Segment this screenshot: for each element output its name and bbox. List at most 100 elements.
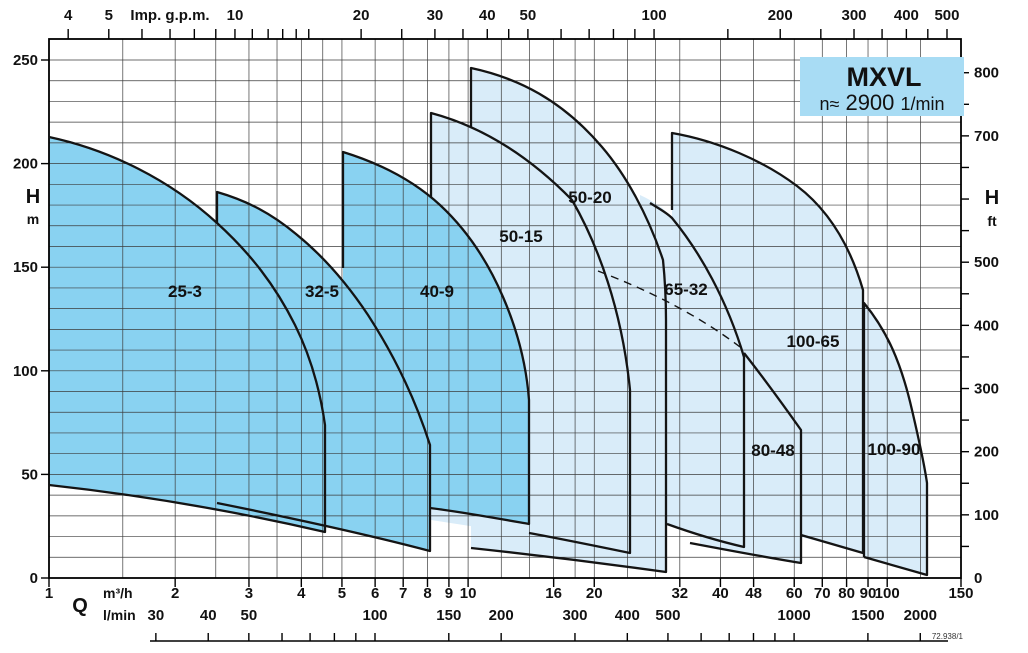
right-tick-label: 400	[974, 317, 999, 334]
bottom-tick-label: 2	[171, 585, 179, 602]
envelope-label-100-65: 100-65	[787, 332, 840, 351]
left-tick-label: 50	[21, 466, 38, 483]
envelope-outline-32-5	[215, 190, 432, 553]
envelope-label-25-3: 25-3	[168, 282, 202, 301]
top-tick-label: 20	[353, 7, 370, 24]
bottom-tick-label: 70	[814, 585, 831, 602]
lmin-tick-label: 300	[562, 607, 587, 624]
bottom-tick-label: 100	[875, 585, 900, 602]
bottom-axis-unit-lmin: l/min	[103, 607, 136, 623]
envelope-label-32-5: 32-5	[305, 282, 339, 301]
right-tick-label: 800	[974, 65, 999, 82]
bottom-tick-label: 9	[445, 585, 453, 602]
top-tick-label: 400	[894, 7, 919, 24]
left-tick-label: 200	[13, 156, 38, 173]
lmin-tick-label: 2000	[904, 607, 937, 624]
bottom-tick-label: 150	[948, 585, 973, 602]
bottom-tick-label: 40	[712, 585, 729, 602]
lmin-tick-label: 1500	[851, 607, 884, 624]
envelope-outline-50-20	[469, 66, 668, 574]
bottom-tick-label: 90	[860, 585, 877, 602]
envelope-outline-25-3	[48, 135, 327, 534]
bottom-tick-label: 16	[545, 585, 562, 602]
envelope-outline-65-32	[649, 202, 746, 549]
lmin-tick-label: 30	[148, 607, 165, 624]
envelope-outline-100-65	[670, 131, 865, 555]
dashed-boundary-line	[597, 270, 741, 348]
top-tick-label: 10	[227, 7, 244, 24]
bottom-tick-label: 1	[45, 585, 53, 602]
envelope-label-100-90: 100-90	[868, 440, 921, 459]
top-tick-label: 5	[105, 7, 113, 24]
envelope-label-80-48: 80-48	[751, 441, 794, 460]
top-tick-label: 50	[520, 7, 537, 24]
envelope-labels-layer: 100-90 100-65 80-48 65-32 50-20 50-15 40-9 32-5…	[168, 188, 920, 460]
bottom-tick-label: 7	[399, 585, 407, 602]
left-tick-label: 250	[13, 52, 38, 69]
envelope-outline-100-90	[862, 301, 929, 577]
title-speed: n≈ 2900 1/min	[819, 90, 944, 115]
doc-number: 72.938/1	[932, 632, 964, 641]
bottom-tick-label: 5	[338, 585, 346, 602]
left-axis-symbol: H	[26, 186, 40, 208]
bottom-tick-label: 6	[371, 585, 379, 602]
grid-layer	[49, 39, 961, 578]
top-tick-label: 300	[841, 7, 866, 24]
plot-border-layer	[48, 38, 962, 579]
bottom-tick-label: 3	[245, 585, 253, 602]
top-tick-label: 200	[768, 7, 793, 24]
envelope-label-50-15: 50-15	[499, 227, 542, 246]
right-tick-label: 700	[974, 128, 999, 145]
right-tick-label: 200	[974, 444, 999, 461]
bottom-tick-label: 20	[586, 585, 603, 602]
lmin-tick-label: 50	[240, 607, 257, 624]
envelope-outline-80-48	[689, 352, 803, 565]
bottom-axis-unit-m3h: m³/h	[103, 585, 133, 601]
lmin-tick-label: 400	[615, 607, 640, 624]
plot-border	[48, 38, 962, 579]
top-tick-label: 500	[934, 7, 959, 24]
top-tick-label: 30	[427, 7, 444, 24]
envelope-label-40-9: 40-9	[420, 282, 454, 301]
left-tick-label: 150	[13, 259, 38, 276]
right-axis-unit: ft	[987, 213, 997, 229]
bottom-tick-label: 48	[745, 585, 762, 602]
lmin-tick-label: 1000	[777, 607, 810, 624]
title-model: MXVL	[846, 62, 921, 92]
title-box: MXVL n≈ 2900 1/min	[800, 57, 964, 116]
left-tick-label: 0	[30, 570, 38, 587]
envelope-fill-25-3	[49, 137, 325, 532]
envelope-strokes-layer	[48, 66, 929, 577]
lmin-tick-label: 150	[436, 607, 461, 624]
lmin-tick-label: 40	[200, 607, 217, 624]
bottom-tick-label: 8	[423, 585, 431, 602]
lmin-tick-label: 200	[489, 607, 514, 624]
grid-lines	[49, 39, 961, 578]
bottom-tick-label: 10	[460, 585, 477, 602]
bottom-tick-label: 32	[671, 585, 688, 602]
right-tick-label: 0	[974, 570, 982, 587]
axis-ticks	[41, 29, 969, 641]
envelope-fills-layer	[49, 68, 927, 575]
left-tick-label: 100	[13, 363, 38, 380]
right-tick-label: 100	[974, 507, 999, 524]
bottom-axis-symbol: Q	[72, 595, 88, 617]
lmin-tick-label: 100	[362, 607, 387, 624]
top-tick-label: 4	[64, 7, 73, 24]
right-tick-label: 300	[974, 381, 999, 398]
top-tick-label: 40	[479, 7, 496, 24]
top-tick-label: 100	[642, 7, 667, 24]
right-axis-symbol: H	[985, 187, 999, 209]
envelope-outline-40-9	[341, 150, 531, 526]
axes-layer: 4 5 10 20 30 40 50 100 200 300 400 5000501001502002…	[13, 7, 999, 642]
bottom-tick-label: 4	[297, 585, 306, 602]
bottom-tick-label: 60	[786, 585, 803, 602]
envelope-label-50-20: 50-20	[568, 188, 611, 207]
envelope-label-65-32: 65-32	[664, 280, 707, 299]
left-axis-unit: m	[27, 211, 39, 227]
bottom-tick-label: 80	[838, 585, 855, 602]
lmin-tick-label: 500	[655, 607, 680, 624]
right-tick-label: 500	[974, 254, 999, 271]
